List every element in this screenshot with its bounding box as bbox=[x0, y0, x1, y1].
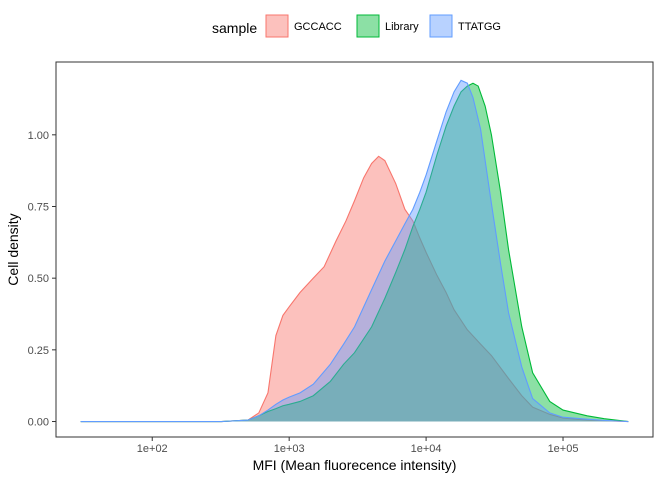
series-line-library bbox=[80, 82, 629, 423]
series-layer bbox=[80, 79, 629, 423]
legend-key-ttatgg bbox=[429, 14, 453, 38]
panel-border bbox=[55, 61, 654, 438]
panel-background bbox=[56, 62, 653, 437]
y-tick-label: 0.00 bbox=[28, 417, 49, 429]
legend-key-gccacc bbox=[265, 14, 289, 38]
plot-area bbox=[55, 61, 654, 438]
y-tick-label: 0.50 bbox=[28, 273, 49, 285]
y-axis: 0.00 0.25 0.50 0.75 1.00 bbox=[28, 130, 56, 429]
y-axis-title: Cell density bbox=[5, 213, 21, 285]
series-line-ttatgg bbox=[80, 79, 629, 423]
x-tick-label: 1e+03 bbox=[274, 443, 305, 455]
x-tick-label: 1e+02 bbox=[137, 443, 168, 455]
legend-label-library: Library bbox=[385, 21, 419, 33]
legend-title: sample bbox=[212, 20, 257, 36]
legend-label-ttatgg: TTATGG bbox=[458, 21, 501, 33]
legend-label-gccacc: GCCACC bbox=[294, 21, 342, 33]
x-axis: 1e+02 1e+03 1e+04 1e+05 bbox=[137, 437, 579, 455]
series-line-gccacc bbox=[80, 155, 629, 423]
y-tick-label: 0.25 bbox=[28, 345, 49, 357]
legend: sample GCCACC Library TTATGG bbox=[212, 14, 501, 38]
x-axis-title: MFI (Mean fluorecence intensity) bbox=[253, 457, 457, 473]
x-tick-label: 1e+04 bbox=[411, 443, 442, 455]
series-area-library bbox=[80, 83, 629, 422]
series-area-gccacc bbox=[80, 156, 629, 422]
y-tick-label: 0.75 bbox=[28, 201, 49, 213]
legend-key-library bbox=[356, 14, 380, 38]
series-area-ttatgg bbox=[80, 80, 629, 422]
y-tick-label: 1.00 bbox=[28, 130, 49, 142]
x-tick-label: 1e+05 bbox=[548, 443, 579, 455]
